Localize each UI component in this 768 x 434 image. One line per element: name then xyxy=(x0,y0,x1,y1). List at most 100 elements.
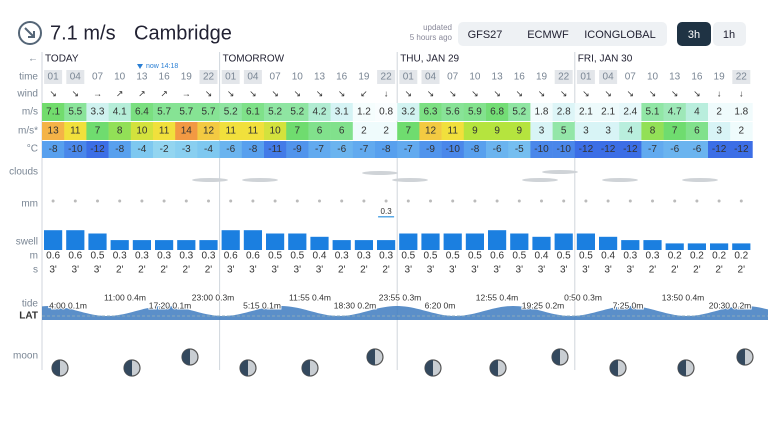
speed-cell xyxy=(308,103,331,121)
temp-cell xyxy=(663,141,687,158)
night-cell xyxy=(421,70,440,84)
temp-cell xyxy=(530,141,553,158)
model-button[interactable]: ICONGLOBAL xyxy=(584,29,656,41)
swell-bar xyxy=(221,230,240,250)
gust-value: 3 xyxy=(539,126,545,137)
row-label: °C xyxy=(27,144,38,155)
now-label: now 14:18 xyxy=(146,63,178,70)
wind-icon xyxy=(18,21,42,45)
step-label[interactable]: 3h xyxy=(688,29,700,41)
speed-cell xyxy=(219,103,243,121)
day-label: FRI, JAN 30 xyxy=(578,54,633,65)
gust-cell xyxy=(219,122,243,140)
temp-value: -10 xyxy=(534,144,549,155)
temp-cell xyxy=(308,141,331,158)
hour-label: 13 xyxy=(314,72,326,83)
speed-cell xyxy=(264,103,287,121)
swell-height: 0.3 xyxy=(135,251,149,262)
night-cell xyxy=(377,70,396,84)
tide-label: 23:00 0.3m xyxy=(192,292,235,302)
hour-label: 19 xyxy=(181,72,193,83)
precip-dot xyxy=(384,199,388,203)
wind-direction: ↙ xyxy=(360,88,368,98)
temp-cell xyxy=(441,141,465,158)
step-active[interactable] xyxy=(677,22,711,46)
hour-label: 10 xyxy=(647,72,659,83)
wind-direction: ↓ xyxy=(384,88,389,98)
gust-value: 2 xyxy=(383,126,389,137)
temp-value: -2 xyxy=(160,144,169,155)
swell-bar xyxy=(266,233,285,250)
cloud xyxy=(522,178,558,182)
moon-shade xyxy=(182,349,190,365)
temp-cell xyxy=(175,141,198,158)
precip-dot xyxy=(362,199,366,203)
speed-cell xyxy=(419,103,442,121)
gust-cell xyxy=(175,122,198,140)
precip-dot xyxy=(584,199,588,203)
hour-label: 16 xyxy=(514,72,526,83)
temp-value: -6 xyxy=(692,144,701,155)
wind-direction: ↘ xyxy=(560,88,568,98)
temp-cell xyxy=(153,141,176,158)
swell-height: 0.5 xyxy=(401,251,415,262)
temp-cell xyxy=(730,141,753,158)
step-label[interactable]: 1h xyxy=(723,29,735,41)
speed-cell xyxy=(486,103,509,121)
speed-value: 5.1 xyxy=(646,107,660,118)
temp-value: -7 xyxy=(648,144,657,155)
temp-cell xyxy=(286,141,309,158)
swell-height: 0.5 xyxy=(579,251,593,262)
swell-period: 3' xyxy=(405,265,413,276)
swell-period: 3' xyxy=(49,265,57,276)
day-label: THU, JAN 29 xyxy=(400,54,459,65)
gust-value: 9 xyxy=(494,126,500,137)
step-button[interactable] xyxy=(713,22,746,46)
precip-dot xyxy=(162,199,166,203)
temp-value: -10 xyxy=(445,144,460,155)
precip-bar xyxy=(378,216,395,218)
swell-period: 2' xyxy=(338,265,346,276)
precip-dot xyxy=(739,199,743,203)
precip-dot xyxy=(406,199,410,203)
gust-value: 4 xyxy=(628,126,634,137)
swell-height: 0.5 xyxy=(468,251,482,262)
model-button[interactable]: GFS27 xyxy=(468,29,503,41)
speed-cell xyxy=(108,103,132,121)
hour-label: 19 xyxy=(536,72,548,83)
temp-value: -7 xyxy=(404,144,413,155)
precip-dot xyxy=(295,199,299,203)
swell-period: 3' xyxy=(271,265,279,276)
updated-ago: 5 hours ago xyxy=(410,33,453,42)
swell-height: 0.3 xyxy=(379,251,393,262)
temp-cell xyxy=(330,141,354,158)
gust-value: 12 xyxy=(203,126,215,137)
hour-label: 01 xyxy=(48,72,60,83)
swell-period: 2' xyxy=(715,265,723,276)
cloud xyxy=(392,178,428,182)
speed-cell xyxy=(685,103,709,121)
model-button[interactable]: ECMWF xyxy=(527,29,569,41)
moon-shade xyxy=(124,360,132,376)
speed-value: 6.4 xyxy=(135,107,149,118)
temp-value: -5 xyxy=(515,144,524,155)
wind-direction: ↓ xyxy=(739,88,744,98)
speed-value: 5.7 xyxy=(179,107,193,118)
moon-shade xyxy=(367,349,375,365)
wind-direction: ↘ xyxy=(205,88,213,98)
hour-label: 10 xyxy=(292,72,304,83)
temp-cell xyxy=(219,141,243,158)
wind-direction: ↗ xyxy=(116,88,124,98)
moon-shade xyxy=(302,360,310,376)
swell-bar xyxy=(732,243,751,250)
gust-value: 9 xyxy=(517,126,523,137)
swell-bar xyxy=(243,230,262,250)
hour-label: 07 xyxy=(625,72,637,83)
swell-height: 0.5 xyxy=(446,251,460,262)
gust-cell xyxy=(108,122,132,140)
swell-period: 2' xyxy=(738,265,746,276)
moon-shade xyxy=(425,360,433,376)
night-cell xyxy=(732,70,751,84)
wind-direction: ↓ xyxy=(717,88,722,98)
